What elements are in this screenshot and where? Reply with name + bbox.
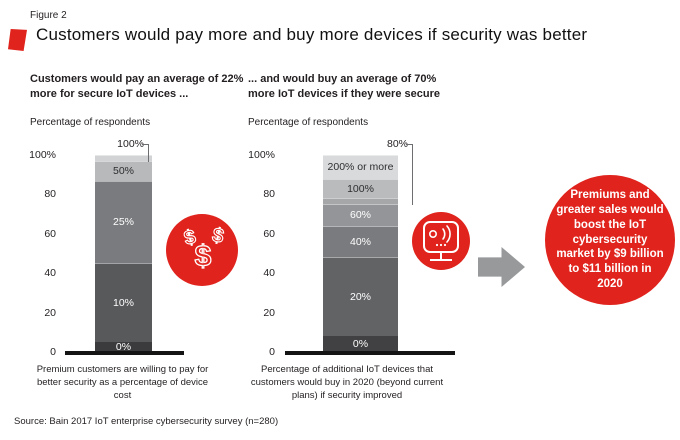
stacked-bar: 0% 20% 40% 60% 100% 200% or more [323,155,398,352]
stacked-bar: 0% 10% 25% 50% [95,155,152,352]
callout-line [406,144,413,206]
bar-segment: 25% [95,180,152,264]
y-axis-title: Percentage of respondents [248,117,369,128]
title-marker-icon [8,29,27,51]
chart-buy-more: ... and would buy an average of 70% more… [220,62,460,412]
svg-text:$: $ [210,224,225,248]
bar-segment [95,155,152,161]
bar-segment: 20% [323,257,398,337]
summary-circle: Premiums and greater sales would boost t… [545,175,675,305]
callout-label: 100% [117,138,144,150]
y-tick-label: 60 [44,227,56,240]
y-tick-label: 0 [50,346,56,358]
y-axis-ticks: 100% 80 60 40 20 0 [235,149,275,358]
arrow-right-icon [478,247,525,287]
plot-area: 100% 80 60 40 20 0 0% 20% 40% 60% 100% 200% or mor… [235,138,455,358]
bar-segment: 50% [95,160,152,181]
iot-device-icon [412,212,470,270]
y-tick-label: 80 [44,188,56,201]
svg-text:$: $ [195,240,212,273]
chart-pay-more: Customers would pay an average of 22% mo… [0,62,243,412]
y-tick-label: 20 [263,306,275,319]
bar-segment: 0% [95,342,152,352]
y-tick-label: 40 [44,267,56,280]
chart-subtitle: Customers would pay an average of 22% mo… [30,73,244,100]
dollar-icon: $ $ $ [166,214,238,286]
y-tick-label: 60 [263,227,275,240]
bar-segment: 10% [95,263,152,343]
chart-footnote: Percentage of additional IoT devices tha… [250,364,444,401]
source-line: Source: Bain 2017 IoT enterprise cyberse… [14,416,279,427]
bar-segment: 0% [323,336,398,352]
y-tick-label: 80 [263,188,275,201]
callout-label: 80% [386,138,408,150]
y-tick-label: 40 [263,267,275,280]
plot-area: 100% 80 60 40 20 0 0% 10% 25% 50% 100% [14,138,214,358]
chart-footnote: Premium customers are willing to pay for… [36,364,209,401]
y-tick-label: 100% [248,149,275,161]
y-axis-title: Percentage of respondents [30,117,151,128]
figure-label: Figure 2 [30,10,67,21]
bar-segment [323,198,398,205]
y-axis-ticks: 100% 80 60 40 20 0 [14,149,56,358]
callout-line [142,144,149,162]
y-tick-label: 100% [29,149,56,161]
x-axis-line [285,351,455,355]
bar-segment: 100% [323,178,398,199]
bar-segment: 40% [323,225,398,258]
page-title: Customers would pay more and buy more de… [36,25,588,44]
bar-segment: 60% [323,204,398,226]
bar-segment: 200% or more [323,155,398,179]
x-axis-line [65,351,184,355]
y-tick-label: 20 [44,306,56,319]
chart-subtitle: ... and would buy an average of 70% more… [248,73,440,100]
y-tick-label: 0 [269,346,275,358]
summary-text: Premiums and greater sales would boost t… [556,188,664,291]
